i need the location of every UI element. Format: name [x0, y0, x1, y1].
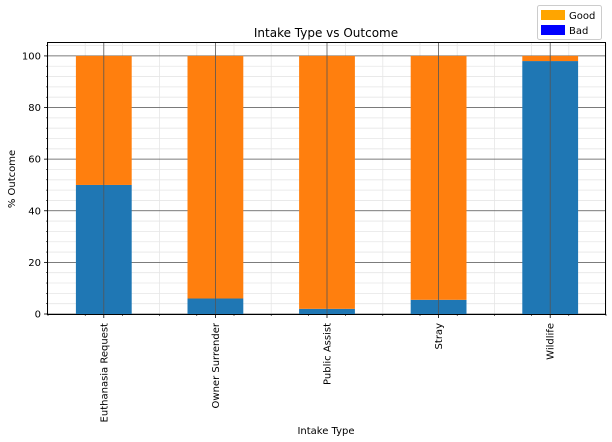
- legend: Good Bad: [537, 5, 602, 40]
- x-tick-label: Euthanasia Request: [99, 323, 110, 423]
- x-tick-label: Wildlife: [546, 323, 557, 360]
- legend-label-good: Good: [569, 11, 595, 22]
- y-tick-label: 20: [28, 258, 41, 269]
- legend-swatch-good: [541, 10, 565, 20]
- x-tick-label: Stray: [434, 323, 445, 350]
- y-tick-label: 60: [28, 155, 41, 166]
- x-axis-ticks: Euthanasia Request Owner Surrender Public …: [47, 314, 607, 423]
- y-tick-label: 100: [22, 51, 41, 62]
- y-tick-label: 80: [28, 103, 41, 114]
- legend-swatch-bad: [541, 25, 565, 35]
- legend-label-bad: Bad: [569, 26, 588, 37]
- x-axis-label: Intake Type: [297, 426, 354, 437]
- y-tick-label: 40: [28, 206, 41, 217]
- vertical-grid: [103, 43, 551, 314]
- x-tick-label: Public Assist: [323, 323, 334, 385]
- y-tick-label: 0: [35, 310, 41, 321]
- plot-frame: [47, 42, 606, 315]
- x-tick-label: Owner Surrender: [211, 322, 222, 408]
- y-axis-label: % Outcome: [7, 150, 18, 208]
- y-axis-ticks: 0 20 40 60 80 100: [22, 45, 48, 321]
- chart-title: Intake Type vs Outcome: [254, 26, 398, 40]
